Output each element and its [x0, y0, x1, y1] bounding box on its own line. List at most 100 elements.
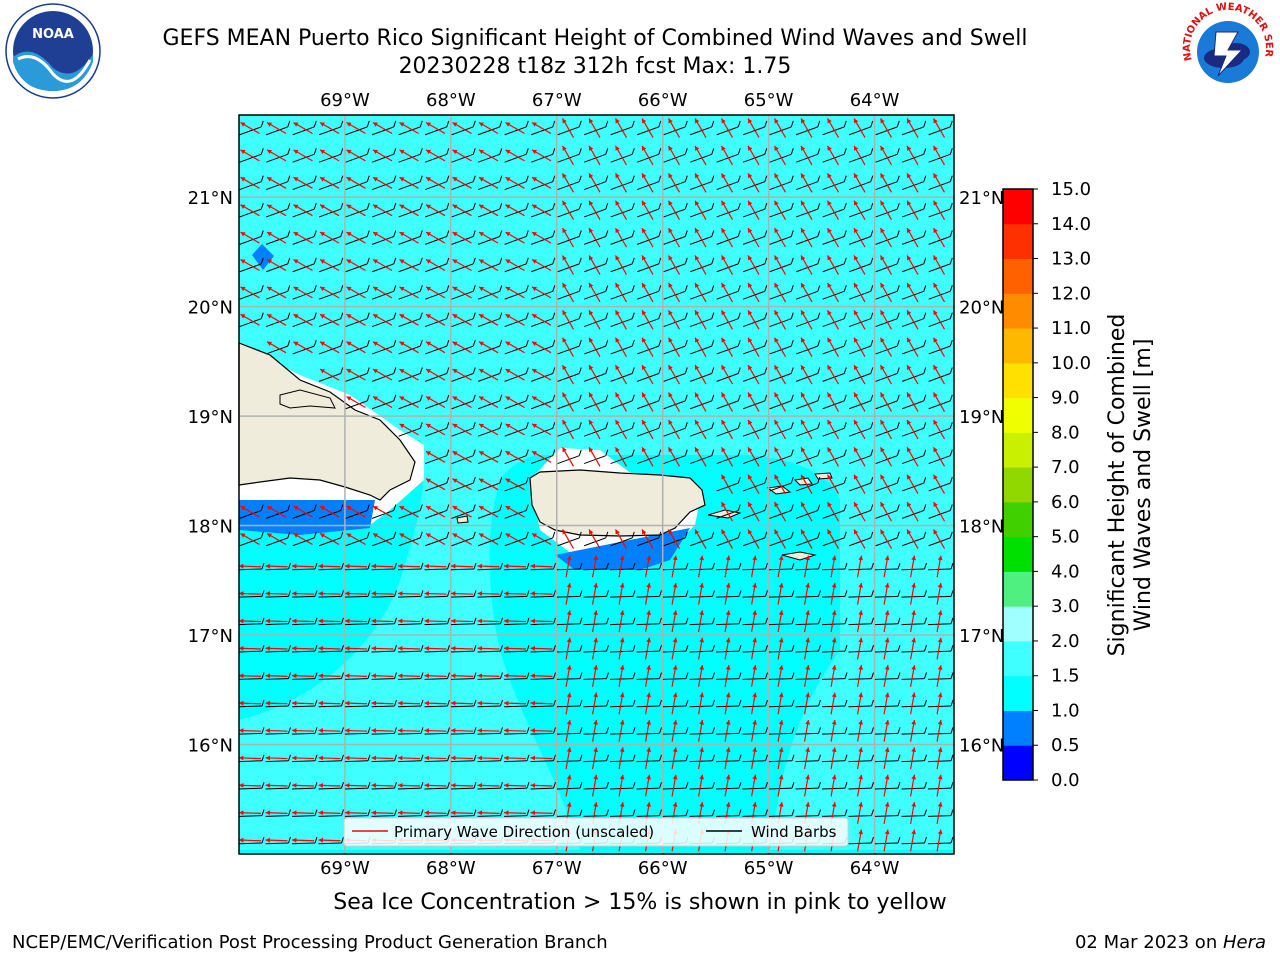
wave-arrow-head [774, 255, 779, 261]
wind-barb [239, 236, 262, 245]
wind-barb-flag [366, 339, 370, 347]
wind-barb [769, 236, 792, 245]
wave-arrow-head [504, 673, 509, 679]
wave-arrow-head [907, 337, 912, 343]
wind-barb-flag [685, 809, 689, 816]
wind-barb-flag [817, 312, 821, 319]
wave-arrow-head [239, 728, 244, 733]
wind-barb [583, 760, 607, 763]
wave-arrow-head [831, 774, 837, 780]
wind-barb [715, 732, 740, 735]
wind-barb [292, 153, 315, 163]
wave-arrow-head [907, 145, 912, 151]
wind-barb [530, 263, 553, 273]
lat-label-right: 19°N [959, 407, 1004, 428]
wave-arrow-head [593, 774, 599, 780]
wave-arrow-head [589, 255, 594, 261]
wind-barb [265, 760, 289, 763]
wind-barb [265, 537, 288, 547]
wind-barb [265, 705, 289, 708]
colorbar-swatch [1003, 397, 1033, 433]
wave-arrow-head [831, 802, 837, 807]
wave-arrow-head [424, 728, 429, 733]
wave-arrow-head [530, 782, 535, 788]
wave-arrow-head [566, 665, 572, 670]
wind-barb-flag [870, 175, 874, 182]
wind-barb [742, 537, 765, 547]
wind-barb [689, 678, 713, 680]
wave-arrow-head [831, 692, 837, 698]
wave-arrow-head [880, 474, 885, 480]
wind-barb-flag [632, 699, 636, 707]
wind-barb-flag [314, 672, 318, 679]
wind-barb-flag [288, 727, 291, 734]
wind-barb-flag [341, 754, 344, 761]
wind-barb-flag [499, 449, 503, 456]
wave-arrow-head [752, 610, 758, 616]
wind-barb-flag [287, 504, 291, 511]
wind-barb-flag [870, 504, 874, 511]
wave-arrow-head [642, 173, 647, 179]
wave-arrow-head [371, 700, 376, 706]
wind-barb [397, 650, 422, 653]
wind-barb-flag [314, 699, 318, 707]
wind-barb-flag [949, 449, 953, 456]
wind-barb [928, 455, 951, 465]
wave-arrow-head [937, 610, 943, 616]
wind-barb-flag [711, 312, 715, 319]
wind-barb [530, 236, 553, 245]
wind-barb-flag [606, 672, 609, 679]
wind-barb-flag [341, 562, 344, 570]
wind-barb-flag [288, 782, 291, 789]
wave-arrow-head [695, 337, 700, 343]
wave-arrow-head [318, 782, 323, 788]
wind-barb [875, 318, 898, 328]
wind-barb [344, 732, 369, 735]
wave-arrow-head [880, 419, 885, 425]
wave-arrow-head [937, 692, 943, 698]
wind-barb-flag [553, 617, 556, 624]
wind-barb-flag [950, 836, 954, 844]
wind-barb-flag [871, 645, 874, 652]
wind-barb-flag [871, 782, 874, 789]
wind-barb [477, 787, 501, 790]
colorbar-swatch [1003, 258, 1033, 294]
wind-barb-flag [843, 312, 847, 319]
wave-arrow-head [774, 282, 779, 288]
wave-arrow-head [425, 232, 431, 237]
wave-arrow-head [748, 200, 753, 206]
wave-arrow-head [240, 122, 246, 127]
wind-barb-flag [737, 504, 741, 511]
wind-barb-flag [659, 645, 662, 652]
wind-barb [901, 842, 925, 845]
wave-arrow-head [721, 173, 726, 179]
wave-arrow-head [562, 447, 567, 453]
wave-arrow-head [319, 232, 325, 237]
wave-arrow-head [884, 582, 890, 588]
wind-barb-flag [526, 699, 530, 707]
wave-arrow-head [398, 591, 403, 596]
wave-arrow-head [911, 582, 917, 588]
wave-arrow-head [854, 228, 859, 234]
wind-barb [928, 510, 951, 519]
wind-barb [689, 345, 712, 355]
wind-barb-flag [393, 202, 397, 210]
wave-arrow-head [752, 665, 758, 670]
wind-barb-flag [764, 504, 768, 511]
wind-barb-flag [313, 504, 317, 511]
wave-arrow-head [854, 474, 859, 480]
wind-barb-flag [605, 230, 609, 237]
wave-arrow-head [619, 747, 625, 753]
wind-barb [610, 290, 633, 300]
wave-arrow-head [398, 755, 403, 761]
wind-barb [610, 400, 633, 410]
wind-barb-flag [924, 836, 927, 844]
wind-barb-flag [711, 394, 715, 402]
wind-barb-flag [896, 230, 900, 237]
wind-barb-flag [737, 339, 741, 347]
wave-arrow-head [424, 810, 429, 816]
lat-label-right: 18°N [959, 517, 1004, 538]
wind-barb [238, 815, 263, 817]
wave-arrow-head [398, 563, 403, 569]
wind-barb [822, 263, 845, 273]
